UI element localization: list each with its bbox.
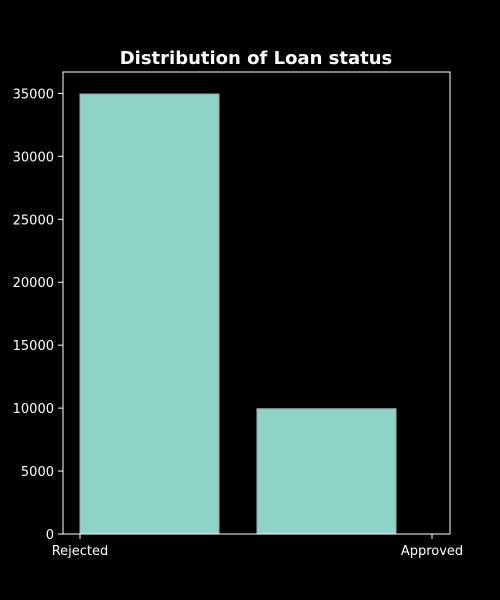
y-tick-label: 10000 bbox=[13, 402, 54, 417]
y-tick-label: 25000 bbox=[13, 213, 54, 228]
chart-title: Distribution of Loan status bbox=[120, 48, 393, 69]
bar-approved bbox=[256, 408, 397, 535]
y-tick-label: 0 bbox=[46, 528, 54, 543]
x-tick-label-rejected: Rejected bbox=[52, 544, 109, 559]
y-axis: 0 5000 10000 15000 20000 25000 30000 35000 bbox=[13, 87, 63, 543]
y-tick-label: 35000 bbox=[13, 87, 54, 102]
y-tick-label: 5000 bbox=[21, 465, 54, 480]
bars-group bbox=[79, 93, 397, 535]
x-axis: Rejected Approved bbox=[52, 534, 463, 559]
bar-rejected bbox=[79, 93, 220, 535]
x-tick-label-approved: Approved bbox=[401, 544, 463, 559]
plot-frame bbox=[62, 71, 451, 535]
y-tick-label: 30000 bbox=[13, 150, 54, 165]
y-tick-label: 20000 bbox=[13, 276, 54, 291]
y-tick-label: 15000 bbox=[13, 339, 54, 354]
